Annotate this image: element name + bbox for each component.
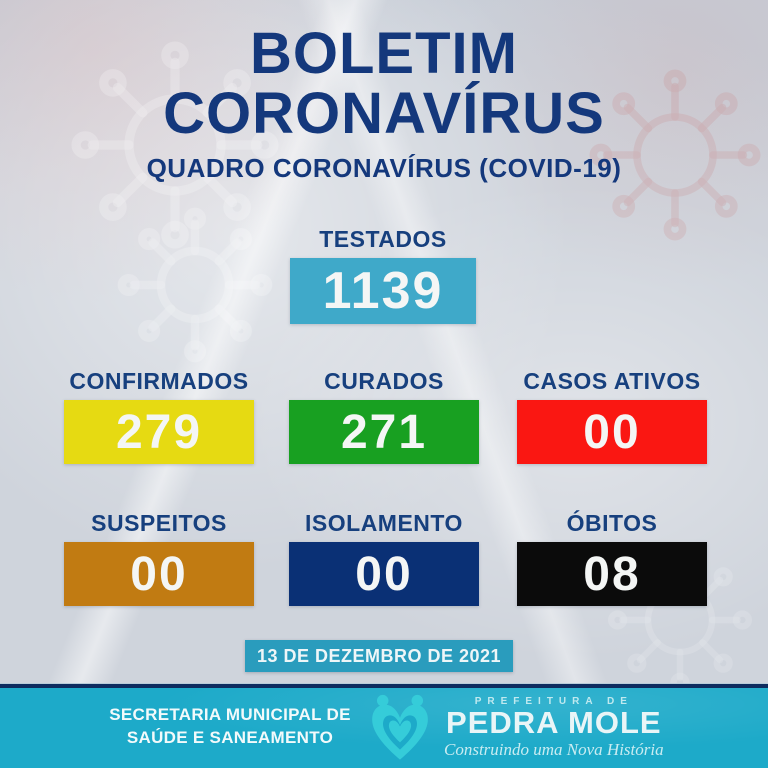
stat-box-casos-ativos: 00	[517, 400, 707, 464]
stat-label-suspeitos: SUSPEITOS	[91, 510, 227, 536]
secretaria-line2: SAÚDE E SANEAMENTO	[126, 727, 334, 747]
stat-casos-ativos: CASOS ATIVOS 00	[517, 368, 707, 464]
header: BOLETIM CORONAVÍRUS QUADRO CORONAVÍRUS (…	[0, 21, 768, 184]
stat-value-suspeitos: 00	[130, 547, 188, 601]
virus-watermark-icon	[71, 41, 279, 249]
stat-box-suspeitos: 00	[64, 542, 254, 606]
stat-label-isolamento: ISOLAMENTO	[305, 510, 463, 536]
stat-box-testados: 1139	[290, 258, 476, 324]
stat-value-casos-ativos: 00	[583, 405, 641, 459]
stat-suspeitos: SUSPEITOS 00	[64, 510, 254, 606]
stat-box-curados: 271	[289, 400, 479, 464]
stat-value-obitos: 08	[583, 547, 641, 601]
virus-watermark-icon	[589, 69, 761, 241]
stat-testados: TESTADOS 1139	[290, 226, 476, 324]
stat-label-obitos: ÓBITOS	[566, 510, 658, 536]
logo-pedra-mole: PEDRA MOLE	[446, 704, 662, 740]
stat-label-confirmados: CONFIRMADOS	[69, 368, 249, 394]
secretaria-text: SECRETARIA MUNICIPAL DE SAÚDE E SANEAMEN…	[90, 704, 370, 750]
footer: SECRETARIA MUNICIPAL DE SAÚDE E SANEAMEN…	[0, 688, 768, 768]
stat-box-isolamento: 00	[289, 542, 479, 606]
logo-tagline: Construindo uma Nova História	[444, 740, 664, 760]
date-text: 13 DE DEZEMBRO DE 2021	[256, 645, 502, 666]
stat-value-confirmados: 279	[115, 405, 203, 459]
footer-divider	[0, 683, 768, 689]
stat-confirmados: CONFIRMADOS 279	[64, 368, 254, 464]
stat-label-testados: TESTADOS	[319, 226, 447, 252]
logo-text: PREFEITURA DE PEDRA MOLE Construindo uma…	[444, 696, 664, 761]
stat-label-casos-ativos: CASOS ATIVOS	[523, 368, 701, 394]
stat-value-isolamento: 00	[355, 547, 413, 601]
date-banner: 13 DE DEZEMBRO DE 2021	[245, 640, 513, 672]
virus-watermark-icon	[117, 207, 273, 363]
title-line2: CORONAVÍRUS	[163, 81, 605, 147]
stat-value-testados: 1139	[322, 262, 444, 320]
stat-obitos: ÓBITOS 08	[517, 510, 707, 606]
logo-prefeitura-de: PREFEITURA DE	[474, 695, 633, 707]
heart-people-logo-icon	[372, 694, 428, 760]
stat-isolamento: ISOLAMENTO 00	[289, 510, 479, 606]
subtitle: QUADRO CORONAVÍRUS (COVID-19)	[146, 152, 622, 183]
stat-label-curados: CURADOS	[324, 368, 444, 394]
secretaria-line1: SECRETARIA MUNICIPAL DE	[109, 705, 351, 724]
stat-box-confirmados: 279	[64, 400, 254, 464]
stat-box-obitos: 08	[517, 542, 707, 606]
stat-curados: CURADOS 271	[289, 368, 479, 464]
title-line1: BOLETIM	[250, 21, 518, 86]
stat-value-curados: 271	[340, 405, 428, 459]
prefeitura-logo: PREFEITURA DE PEDRA MOLE Construindo uma…	[364, 692, 664, 764]
